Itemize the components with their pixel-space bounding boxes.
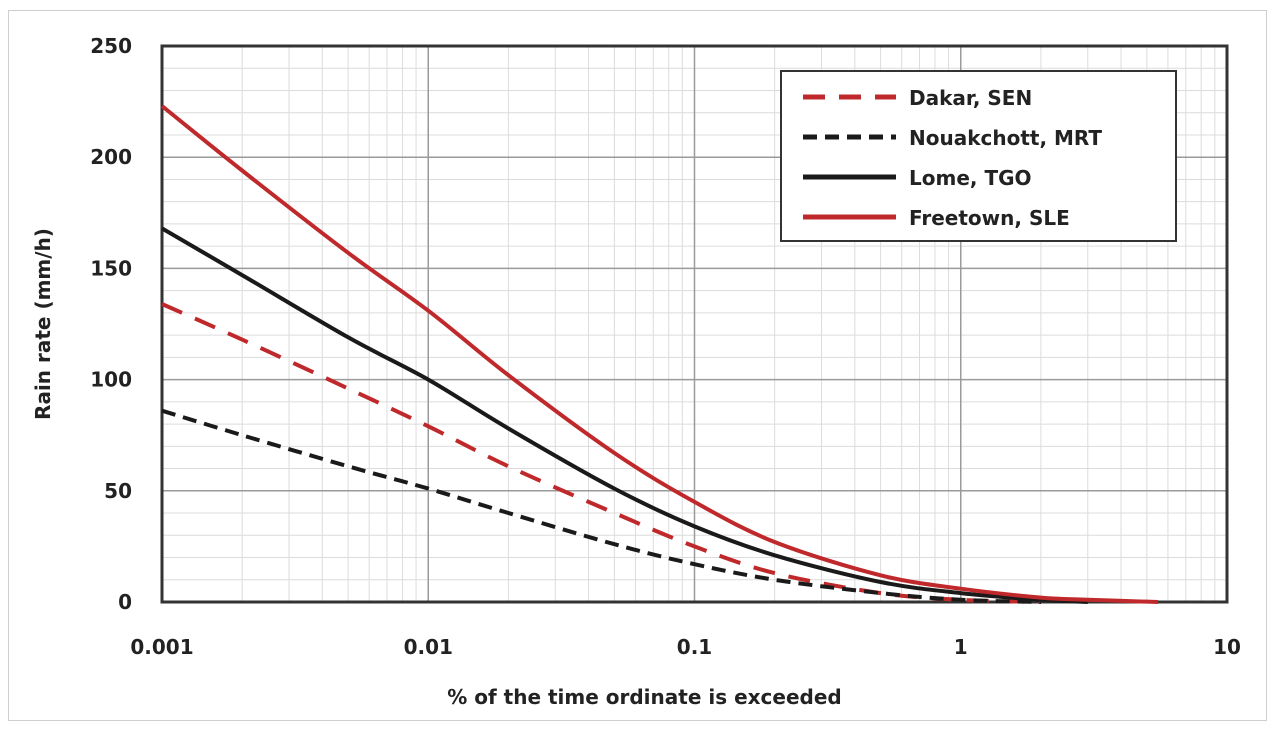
plot-area-border (160, 44, 1229, 604)
y-tick-label: 50 (104, 479, 132, 503)
y-tick-label: 250 (90, 34, 132, 58)
legend-label-nouakchott-mrt: Nouakchott, MRT (909, 126, 1102, 150)
y-tick-label: 0 (118, 590, 132, 614)
y-tick-label: 200 (90, 145, 132, 169)
y-tick-label: 150 (90, 256, 132, 280)
legend-label-freetown-sle: Freetown, SLE (909, 206, 1070, 230)
series-layer (160, 104, 1158, 604)
x-tick-label: 10 (1213, 635, 1241, 659)
figure-frame (8, 10, 1267, 721)
x-tick-label: 0.01 (404, 635, 453, 659)
legend-label-lome-tgo: Lome, TGO (909, 166, 1032, 190)
series-line-nouakchott-mrt (161, 408, 1041, 604)
series-line-lome-tgo (160, 226, 1088, 604)
legend: Dakar, SEN Nouakchott, MRT Lome, TGO Freeto… (780, 70, 1177, 242)
y-tick-label: 100 (90, 368, 132, 392)
x-axis-title: % of the time ordinate is exceeded (447, 685, 841, 709)
legend-label-dakar-sen: Dakar, SEN (909, 86, 1032, 110)
x-axis-ticks: 0.001 0.01 0.1 1 10 (130, 635, 1241, 659)
x-tick-label: 1 (954, 635, 968, 659)
y-axis-title: Rain rate (mm/h) (31, 228, 55, 420)
y-axis-ticks: 0 50 100 150 200 250 (90, 34, 132, 614)
x-tick-label: 0.001 (130, 635, 193, 659)
series-line-freetown-sle (160, 104, 1158, 604)
series-line-dakar-sen (161, 302, 1041, 604)
x-tick-label: 0.1 (677, 635, 712, 659)
